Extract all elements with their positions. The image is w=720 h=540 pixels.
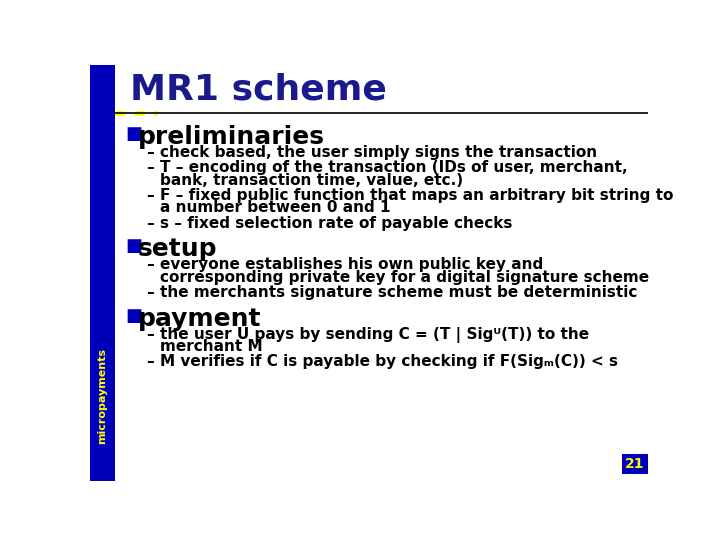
Text: corresponding private key for a digital signature scheme: corresponding private key for a digital … [160, 269, 649, 285]
Text: F – fixed public function that maps an arbitrary bit string to: F – fixed public function that maps an a… [160, 188, 673, 203]
Text: s – fixed selection rate of payable checks: s – fixed selection rate of payable chec… [160, 215, 512, 231]
Text: ■: ■ [126, 125, 143, 143]
Text: a number between 0 and 1: a number between 0 and 1 [160, 200, 390, 215]
Text: merchant M: merchant M [160, 339, 262, 354]
Text: micropayments: micropayments [97, 348, 107, 444]
Text: check based, the user simply signs the transaction: check based, the user simply signs the t… [160, 145, 597, 160]
Text: M verifies if C is payable by checking if F(Sigₘ(C)) < s: M verifies if C is payable by checking i… [160, 354, 618, 369]
Text: everyone establishes his own public key and: everyone establishes his own public key … [160, 257, 543, 272]
Text: preliminaries: preliminaries [138, 125, 325, 149]
Text: MR1 scheme: MR1 scheme [130, 72, 387, 106]
Text: 21: 21 [625, 457, 644, 471]
Text: the user U pays by sending C = (T | Sigᵁ(T)) to the: the user U pays by sending C = (T | Sigᵁ… [160, 327, 589, 342]
Text: –: – [145, 215, 153, 231]
Text: –: – [145, 257, 153, 272]
Text: the merchants signature scheme must be deterministic: the merchants signature scheme must be d… [160, 285, 637, 300]
Bar [621, 455, 648, 475]
Text: –: – [145, 145, 153, 160]
Text: ■: ■ [126, 237, 143, 255]
Bar [90, 65, 114, 481]
Text: –: – [145, 188, 153, 203]
Text: –: – [145, 354, 153, 369]
Text: T – encoding of the transaction (IDs of user, merchant,: T – encoding of the transaction (IDs of … [160, 160, 627, 176]
Text: payment: payment [138, 307, 261, 330]
Text: –: – [145, 327, 153, 342]
Text: bank, transaction time, value, etc.): bank, transaction time, value, etc.) [160, 173, 463, 187]
Text: setup: setup [138, 237, 217, 261]
Text: ■: ■ [126, 307, 143, 325]
Text: –: – [145, 285, 153, 300]
Text: –: – [145, 160, 153, 176]
